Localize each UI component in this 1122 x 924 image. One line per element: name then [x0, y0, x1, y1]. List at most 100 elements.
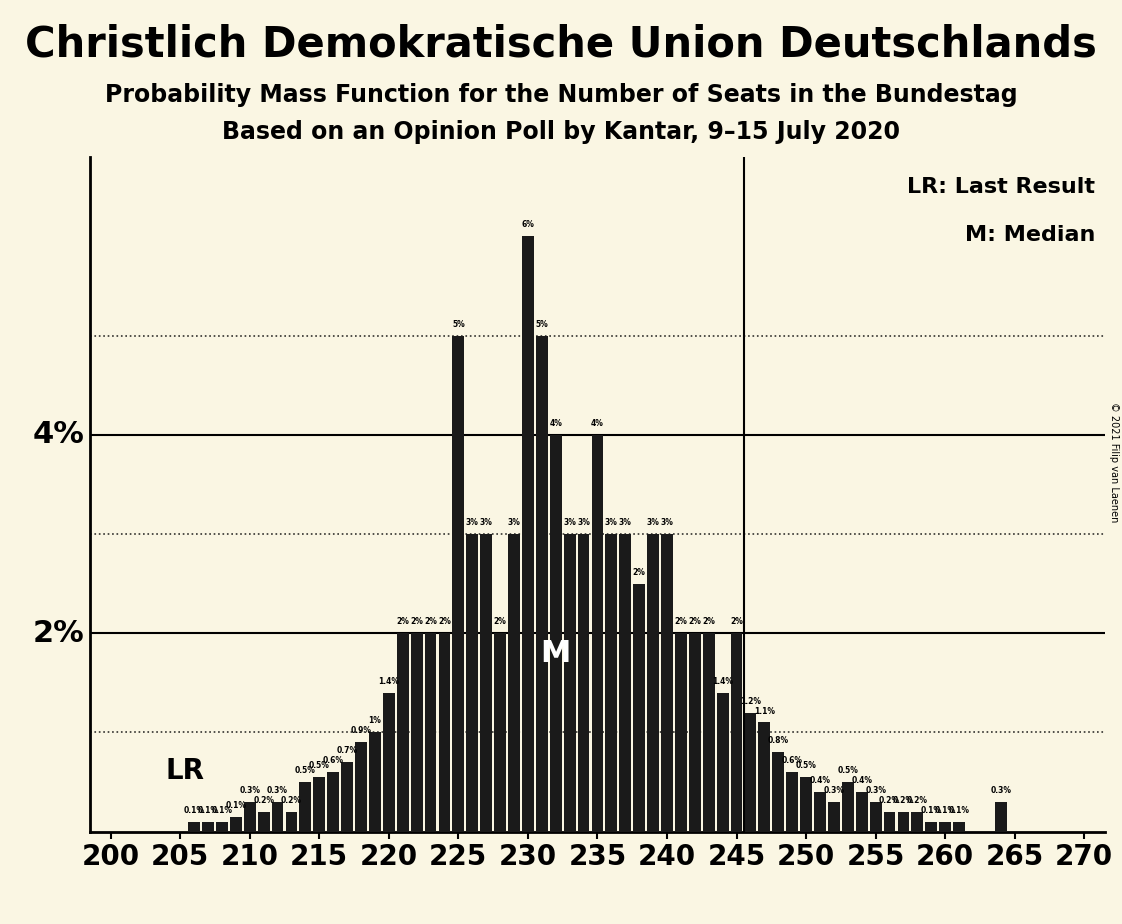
Text: 3%: 3%: [605, 518, 618, 527]
Bar: [188, 821, 200, 832]
Text: 2%: 2%: [674, 617, 688, 626]
Text: 0.7%: 0.7%: [337, 747, 358, 755]
Text: 0.3%: 0.3%: [865, 786, 886, 795]
Bar: [285, 812, 297, 832]
Bar: [243, 802, 256, 832]
Bar: [828, 802, 840, 832]
Text: 4%: 4%: [33, 420, 84, 449]
Text: 2%: 2%: [702, 617, 715, 626]
Bar: [702, 633, 715, 832]
Text: 3%: 3%: [646, 518, 660, 527]
Bar: [467, 534, 478, 832]
Bar: [926, 821, 937, 832]
Bar: [328, 772, 339, 832]
Text: 1.2%: 1.2%: [741, 697, 761, 706]
Text: 0.1%: 0.1%: [197, 806, 219, 815]
Bar: [494, 633, 506, 832]
Text: 6%: 6%: [522, 221, 534, 229]
Bar: [689, 633, 701, 832]
Text: 0.2%: 0.2%: [893, 796, 914, 805]
Text: 0.8%: 0.8%: [767, 736, 789, 746]
Text: 0.3%: 0.3%: [824, 786, 845, 795]
Text: 0.3%: 0.3%: [239, 786, 260, 795]
Text: 0.2%: 0.2%: [280, 796, 302, 805]
Bar: [954, 821, 965, 832]
Bar: [230, 817, 241, 832]
Text: 1.1%: 1.1%: [754, 707, 775, 715]
Text: LR: Last Result: LR: Last Result: [907, 177, 1095, 198]
Bar: [508, 534, 519, 832]
Bar: [717, 693, 728, 832]
Bar: [563, 534, 576, 832]
Bar: [870, 802, 882, 832]
Text: 4%: 4%: [550, 419, 562, 428]
Bar: [675, 633, 687, 832]
Text: LR: LR: [166, 757, 205, 784]
Text: 1%: 1%: [368, 716, 381, 725]
Text: 3%: 3%: [563, 518, 576, 527]
Text: 0.4%: 0.4%: [852, 776, 872, 785]
Text: 3%: 3%: [661, 518, 673, 527]
Bar: [606, 534, 617, 832]
Bar: [313, 777, 325, 832]
Bar: [550, 435, 562, 832]
Text: © 2021 Filip van Laenen: © 2021 Filip van Laenen: [1110, 402, 1119, 522]
Text: 2%: 2%: [438, 617, 451, 626]
Text: 0.1%: 0.1%: [226, 801, 247, 809]
Text: 0.1%: 0.1%: [184, 806, 204, 815]
Text: 3%: 3%: [480, 518, 493, 527]
Text: 2%: 2%: [689, 617, 701, 626]
Text: 2%: 2%: [730, 617, 743, 626]
Text: 3%: 3%: [577, 518, 590, 527]
Text: 2%: 2%: [633, 567, 645, 577]
Text: 0.4%: 0.4%: [809, 776, 830, 785]
Text: M: M: [541, 638, 571, 667]
Text: 0.9%: 0.9%: [350, 726, 371, 736]
Bar: [787, 772, 798, 832]
Text: 0.5%: 0.5%: [795, 761, 817, 770]
Bar: [898, 812, 910, 832]
Bar: [452, 335, 465, 832]
Bar: [369, 733, 380, 832]
Text: Based on an Opinion Poll by Kantar, 9–15 July 2020: Based on an Opinion Poll by Kantar, 9–15…: [222, 120, 900, 144]
Text: 3%: 3%: [619, 518, 632, 527]
Bar: [730, 633, 743, 832]
Text: 0.1%: 0.1%: [211, 806, 232, 815]
Text: 0.3%: 0.3%: [991, 786, 1011, 795]
Bar: [536, 335, 548, 832]
Bar: [939, 821, 951, 832]
Text: 2%: 2%: [411, 617, 423, 626]
Text: 0.5%: 0.5%: [309, 761, 330, 770]
Bar: [758, 723, 771, 832]
Bar: [355, 742, 367, 832]
Bar: [633, 584, 645, 832]
Text: 0.2%: 0.2%: [879, 796, 900, 805]
Bar: [258, 812, 269, 832]
Bar: [397, 633, 408, 832]
Bar: [439, 633, 450, 832]
Text: 0.1%: 0.1%: [948, 806, 969, 815]
Bar: [480, 534, 493, 832]
Text: 3%: 3%: [466, 518, 479, 527]
Text: Christlich Demokratische Union Deutschlands: Christlich Demokratische Union Deutschla…: [25, 23, 1097, 65]
Bar: [424, 633, 436, 832]
Bar: [911, 812, 923, 832]
Bar: [745, 712, 756, 832]
Text: 0.5%: 0.5%: [295, 766, 315, 775]
Bar: [272, 802, 284, 832]
Text: 0.2%: 0.2%: [254, 796, 274, 805]
Text: 4%: 4%: [591, 419, 604, 428]
Bar: [842, 782, 854, 832]
Bar: [619, 534, 632, 832]
Text: 0.1%: 0.1%: [935, 806, 956, 815]
Bar: [856, 792, 867, 832]
Bar: [647, 534, 659, 832]
Text: 0.1%: 0.1%: [921, 806, 941, 815]
Bar: [815, 792, 826, 832]
Text: 5%: 5%: [452, 320, 465, 329]
Bar: [383, 693, 395, 832]
Bar: [411, 633, 423, 832]
Text: 0.6%: 0.6%: [323, 756, 343, 765]
Text: 2%: 2%: [396, 617, 410, 626]
Text: 0.5%: 0.5%: [837, 766, 858, 775]
